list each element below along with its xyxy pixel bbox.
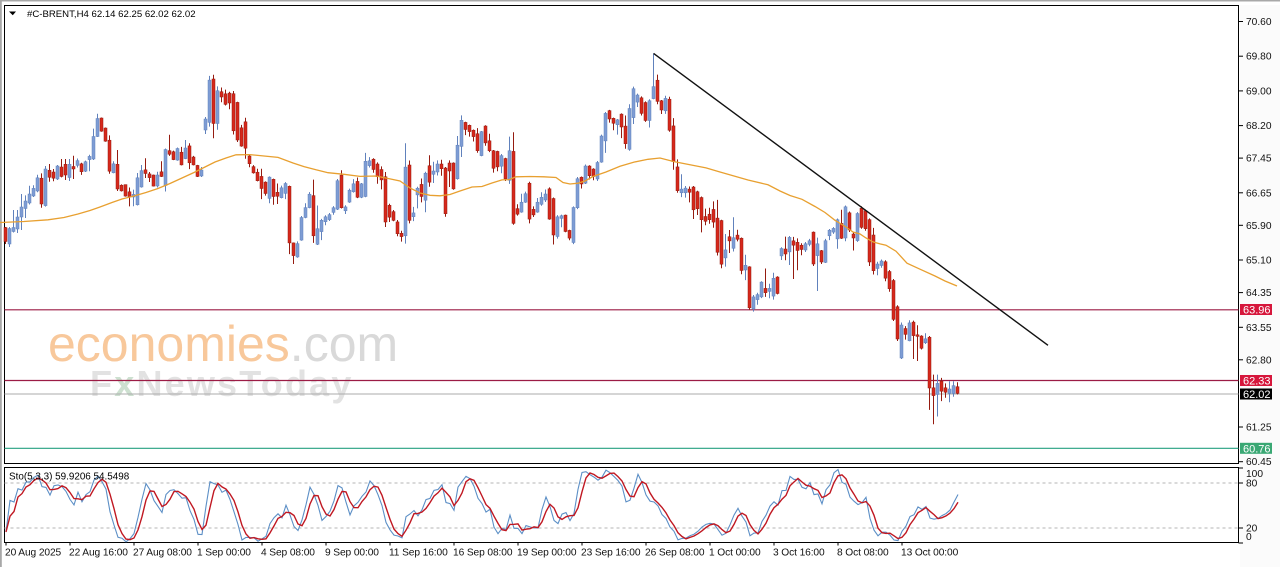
svg-text:9 Sep 00:00: 9 Sep 00:00 [325, 548, 379, 559]
svg-text:20 Aug 2025: 20 Aug 2025 [5, 548, 62, 559]
svg-text:60.45: 60.45 [1246, 457, 1272, 468]
svg-text:68.20: 68.20 [1246, 121, 1272, 132]
svg-text:69.80: 69.80 [1246, 52, 1272, 63]
svg-text:64.35: 64.35 [1246, 288, 1272, 299]
svg-text:22 Aug 16:00: 22 Aug 16:00 [69, 548, 128, 559]
svg-text:62.80: 62.80 [1246, 355, 1272, 366]
svg-text:1 Oct 00:00: 1 Oct 00:00 [709, 548, 761, 559]
svg-text:69.00: 69.00 [1246, 86, 1272, 97]
svg-text:63.55: 63.55 [1246, 323, 1272, 334]
svg-text:FxNewsToday: FxNewsToday [90, 363, 354, 404]
svg-text:Sto(5,3,3) 59.9206 54.5498: Sto(5,3,3) 59.9206 54.5498 [9, 472, 130, 483]
svg-text:#C-BRENT,H4 62.14 62.25 62.02: #C-BRENT,H4 62.14 62.25 62.02 62.02 [27, 9, 196, 20]
svg-text:60.76: 60.76 [1243, 443, 1271, 455]
svg-text:13 Oct 00:00: 13 Oct 00:00 [901, 548, 959, 559]
svg-text:8 Oct 08:00: 8 Oct 08:00 [837, 548, 889, 559]
svg-text:63.96: 63.96 [1243, 305, 1271, 317]
svg-text:67.45: 67.45 [1246, 154, 1272, 165]
svg-text:65.10: 65.10 [1246, 256, 1272, 267]
svg-text:0: 0 [1246, 532, 1252, 543]
svg-text:16 Sep 08:00: 16 Sep 08:00 [453, 548, 513, 559]
svg-text:62.33: 62.33 [1243, 376, 1271, 388]
svg-text:26 Sep 08:00: 26 Sep 08:00 [645, 548, 705, 559]
svg-text:66.65: 66.65 [1246, 188, 1272, 199]
svg-text:economies.com: economies.com [48, 316, 398, 372]
svg-text:4 Sep 08:00: 4 Sep 08:00 [261, 548, 315, 559]
svg-text:27 Aug 08:00: 27 Aug 08:00 [133, 548, 192, 559]
svg-text:20: 20 [1246, 524, 1258, 535]
svg-text:65.90: 65.90 [1246, 221, 1272, 232]
svg-text:23 Sep 16:00: 23 Sep 16:00 [581, 548, 641, 559]
svg-text:3 Oct 16:00: 3 Oct 16:00 [773, 548, 825, 559]
svg-text:19 Sep 00:00: 19 Sep 00:00 [517, 548, 577, 559]
svg-text:1 Sep 00:00: 1 Sep 00:00 [197, 548, 251, 559]
svg-text:62.02: 62.02 [1243, 389, 1271, 401]
svg-text:61.25: 61.25 [1246, 423, 1272, 434]
svg-text:100: 100 [1246, 469, 1263, 480]
svg-text:70.60: 70.60 [1246, 17, 1272, 28]
svg-text:80: 80 [1246, 479, 1258, 490]
svg-text:11 Sep 16:00: 11 Sep 16:00 [389, 548, 448, 559]
